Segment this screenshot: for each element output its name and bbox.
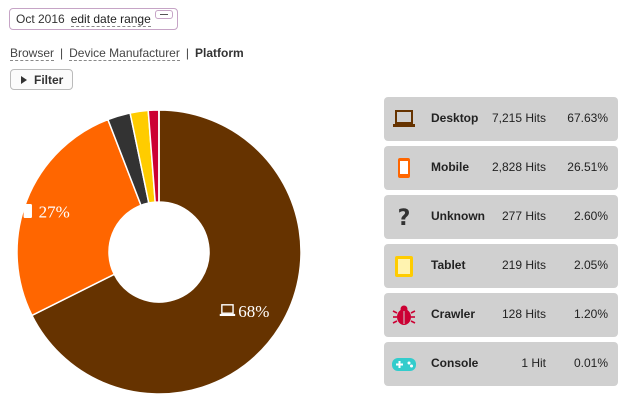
legend-name: Unknown bbox=[431, 209, 485, 223]
tablet-icon bbox=[392, 255, 416, 277]
legend-percent: 26.51% bbox=[567, 160, 608, 174]
slice-label-desktop: 68% bbox=[219, 302, 269, 321]
legend-row-console[interactable]: Console 1 Hit 0.01% bbox=[384, 342, 618, 386]
breadcrumb-device-manufacturer[interactable]: Device Manufacturer bbox=[69, 46, 180, 61]
date-range-selector: Oct 2016 edit date range bbox=[9, 8, 178, 30]
caret-right-icon bbox=[21, 76, 27, 84]
svg-text:?: ? bbox=[398, 206, 411, 228]
question-icon: ? bbox=[392, 206, 416, 228]
legend-percent: 2.60% bbox=[573, 209, 608, 223]
legend-percent: 2.05% bbox=[573, 258, 608, 272]
minimize-button[interactable] bbox=[154, 10, 173, 19]
legend-hits: 277 Hits bbox=[501, 209, 546, 223]
legend-name: Desktop bbox=[431, 111, 479, 125]
slice-percent-label: 68% bbox=[238, 302, 269, 321]
bug-icon bbox=[392, 304, 416, 326]
laptop-icon bbox=[392, 108, 416, 130]
filter-label: Filter bbox=[34, 73, 64, 87]
breadcrumb-browser[interactable]: Browser bbox=[10, 46, 55, 61]
legend-percent: 0.01% bbox=[573, 356, 608, 370]
breadcrumb-separator: | bbox=[60, 46, 64, 60]
donut-chart: 68% 27% bbox=[16, 109, 302, 395]
legend-hits: 128 Hits bbox=[501, 307, 546, 321]
slice-mobile[interactable] bbox=[16, 118, 142, 317]
slice-percent-label: 27% bbox=[39, 203, 70, 222]
legend-name: Console bbox=[431, 356, 479, 370]
legend-hits: 219 Hits bbox=[501, 258, 546, 272]
breadcrumb-separator: | bbox=[185, 46, 189, 60]
legend-name: Tablet bbox=[431, 258, 466, 272]
slice-desktop[interactable] bbox=[30, 109, 302, 395]
legend-name: Mobile bbox=[431, 160, 469, 174]
breadcrumb: Browser | Device Manufacturer | Platform bbox=[10, 46, 244, 61]
legend-hits: 1 Hit bbox=[521, 356, 546, 370]
legend-name: Crawler bbox=[431, 307, 476, 321]
legend-percent: 67.63% bbox=[567, 111, 608, 125]
date-period: Oct 2016 bbox=[16, 12, 65, 26]
filter-button[interactable]: Filter bbox=[10, 69, 73, 90]
legend-hits: 2,828 Hits bbox=[491, 160, 546, 174]
mobile-icon bbox=[23, 204, 32, 219]
legend-row-unknown[interactable]: ? Unknown 277 Hits 2.60% bbox=[384, 195, 618, 239]
legend-row-tablet[interactable]: Tablet 219 Hits 2.05% bbox=[384, 244, 618, 288]
legend-row-desktop[interactable]: Desktop 7,215 Hits 67.63% bbox=[384, 97, 618, 141]
laptop-icon bbox=[219, 304, 236, 317]
legend-row-mobile[interactable]: Mobile 2,828 Hits 26.51% bbox=[384, 146, 618, 190]
legend-percent: 1.20% bbox=[573, 307, 608, 321]
breadcrumb-current: Platform bbox=[194, 46, 244, 60]
gamepad-icon bbox=[392, 353, 416, 375]
mobile-icon bbox=[392, 157, 416, 179]
legend-row-crawler[interactable]: Crawler 128 Hits 1.20% bbox=[384, 293, 618, 337]
slice-label-mobile: 27% bbox=[23, 203, 70, 222]
edit-date-range-link[interactable]: edit date range bbox=[70, 12, 151, 27]
legend-hits: 7,215 Hits bbox=[491, 111, 546, 125]
